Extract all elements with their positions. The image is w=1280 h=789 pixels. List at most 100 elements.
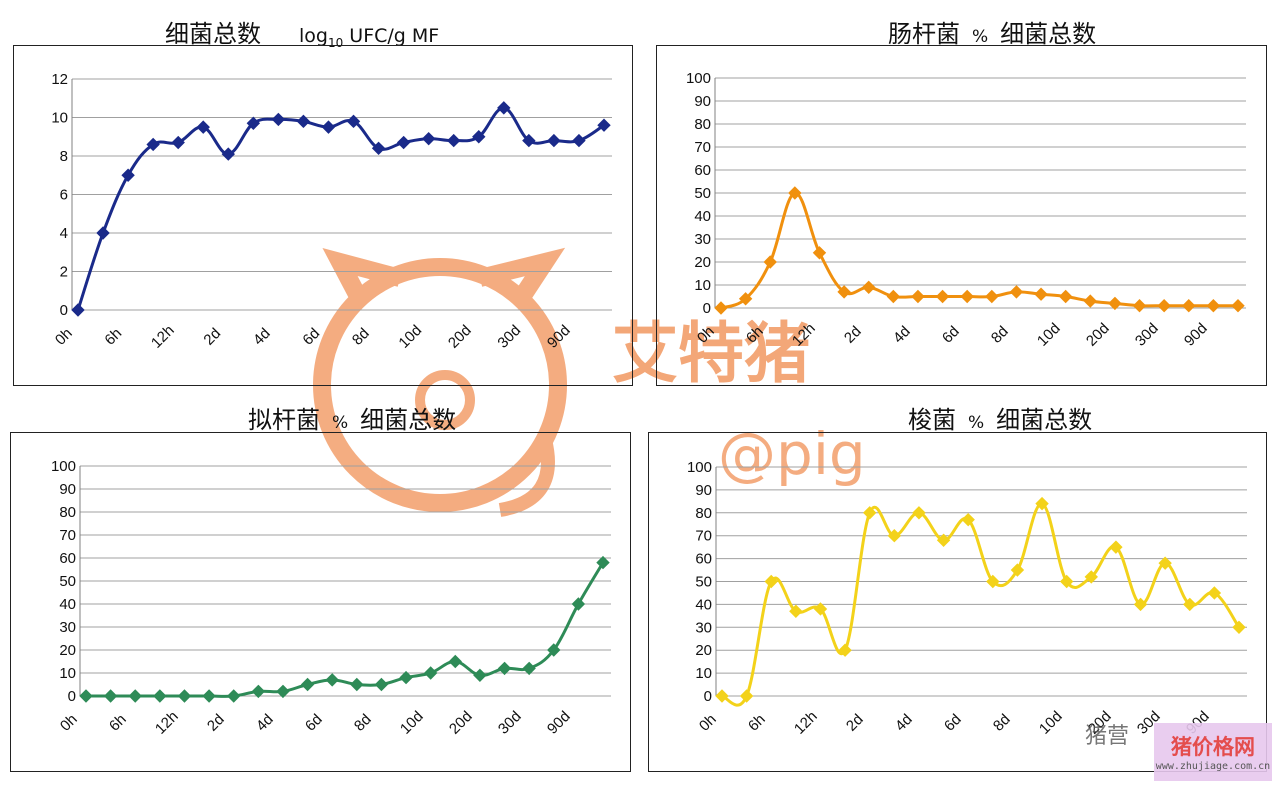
data-point bbox=[1009, 285, 1024, 299]
x-tick-label: 4d bbox=[892, 711, 916, 735]
y-tick-label: 80 bbox=[694, 116, 711, 133]
corner-logo-text: 猪价格网 bbox=[1171, 735, 1255, 759]
x-tick-label: 2d bbox=[843, 711, 867, 735]
data-point bbox=[1109, 540, 1123, 554]
y-tick-label: 40 bbox=[59, 596, 76, 613]
x-tick-label: 2d bbox=[204, 711, 228, 735]
x-tick-label: 0h bbox=[52, 325, 76, 349]
data-point bbox=[911, 289, 925, 304]
y-tick-label: 70 bbox=[59, 527, 76, 544]
y-tick-label: 20 bbox=[695, 642, 712, 659]
x-tick-label: 30d bbox=[494, 322, 524, 352]
wechat-text: 猪营 bbox=[1085, 724, 1130, 749]
data-point bbox=[837, 285, 851, 299]
data-point bbox=[1207, 586, 1222, 600]
data-point bbox=[1010, 563, 1025, 577]
data-point bbox=[350, 677, 364, 692]
data-point bbox=[714, 301, 728, 315]
data-point bbox=[1206, 298, 1221, 313]
data-point bbox=[1133, 597, 1148, 612]
x-tick-label: 20d bbox=[445, 322, 475, 352]
x-tick-label: 10d bbox=[1036, 708, 1066, 738]
data-point bbox=[715, 689, 729, 703]
title-text: 细菌总数 bbox=[165, 20, 261, 48]
data-point bbox=[961, 512, 975, 527]
series-line bbox=[76, 106, 605, 311]
y-tick-label: 30 bbox=[59, 619, 76, 636]
watermark-brand: 艾特猪 bbox=[612, 315, 810, 392]
x-tick-label: 8d bbox=[351, 711, 375, 735]
x-tick-label: 0h bbox=[57, 711, 81, 735]
data-point bbox=[596, 555, 610, 570]
data-point bbox=[547, 133, 561, 148]
y-tick-label: 90 bbox=[59, 481, 76, 498]
data-point bbox=[79, 689, 93, 703]
data-point bbox=[812, 246, 827, 260]
data-point bbox=[300, 677, 315, 692]
y-tick-label: 30 bbox=[694, 231, 711, 248]
data-point bbox=[1058, 289, 1073, 304]
x-tick-label: 6d bbox=[299, 325, 323, 349]
y-tick-label: 0 bbox=[60, 302, 68, 319]
x-tick-label: 6h bbox=[101, 325, 125, 349]
data-point bbox=[1182, 298, 1196, 313]
y-tick-label: 90 bbox=[695, 482, 712, 499]
y-tick-label: 80 bbox=[695, 505, 712, 522]
data-point bbox=[276, 684, 290, 699]
y-tick-label: 0 bbox=[704, 688, 712, 705]
data-point bbox=[497, 101, 511, 115]
data-point bbox=[1132, 298, 1147, 313]
corner-logo-site: www.zhujiage.com.cn bbox=[1155, 761, 1271, 772]
chart-title-entero: 肠杆菌% 细菌总数 bbox=[888, 20, 1097, 48]
data-point bbox=[1183, 597, 1197, 612]
data-point bbox=[71, 303, 85, 317]
y-tick-label: 40 bbox=[694, 208, 711, 225]
y-tick-label: 40 bbox=[695, 596, 712, 613]
chart-title-total: 细菌总数 log10 UFC/g MF bbox=[165, 14, 439, 50]
y-tick-label: 70 bbox=[695, 528, 712, 545]
y-tick-label: 8 bbox=[60, 148, 68, 165]
x-tick-label: 8d bbox=[988, 323, 1012, 347]
data-point bbox=[597, 118, 611, 132]
data-point bbox=[153, 689, 167, 703]
y-tick-label: 100 bbox=[687, 459, 712, 476]
data-point bbox=[862, 280, 876, 295]
data-point bbox=[547, 643, 561, 657]
data-point bbox=[935, 289, 950, 304]
watermark-handle: @pig bbox=[718, 420, 866, 488]
data-point bbox=[371, 141, 386, 156]
y-tick-label: 12 bbox=[51, 71, 68, 88]
data-point bbox=[1059, 574, 1074, 589]
y-tick-label: 0 bbox=[68, 688, 76, 705]
data-point bbox=[447, 133, 461, 148]
y-tick-label: 60 bbox=[59, 550, 76, 567]
data-point bbox=[763, 255, 777, 269]
data-point bbox=[146, 137, 160, 152]
x-tick-label: 30d bbox=[495, 708, 525, 738]
x-tick-label: 6d bbox=[939, 323, 963, 347]
data-point bbox=[473, 668, 487, 683]
y-tick-label: 10 bbox=[694, 277, 711, 294]
data-point bbox=[789, 604, 803, 618]
x-tick-label: 4d bbox=[250, 325, 274, 349]
panel-entero bbox=[656, 45, 1267, 386]
data-point bbox=[739, 689, 754, 703]
x-tick-label: 20d bbox=[446, 708, 476, 738]
data-point bbox=[128, 689, 142, 703]
x-tick-label: 8d bbox=[990, 711, 1014, 735]
chart-bacteroides: 0 10 20 30 40 50 60 70 80 90 100 0h 6h 12h 2d 4d 6d 8d 10d… bbox=[51, 458, 611, 738]
data-point bbox=[202, 689, 216, 703]
data-point bbox=[1035, 496, 1049, 511]
data-point bbox=[171, 135, 185, 150]
data-point bbox=[936, 533, 951, 547]
data-point bbox=[960, 289, 974, 304]
data-point bbox=[374, 677, 389, 692]
data-point bbox=[522, 661, 536, 676]
data-point bbox=[571, 597, 586, 611]
data-point bbox=[788, 186, 802, 200]
x-tick-label: 10d bbox=[397, 708, 427, 738]
panel-bacteroides bbox=[10, 432, 631, 772]
y-tick-label: 20 bbox=[694, 254, 711, 271]
data-point bbox=[813, 602, 828, 616]
x-tick-label: 12h bbox=[789, 320, 819, 350]
